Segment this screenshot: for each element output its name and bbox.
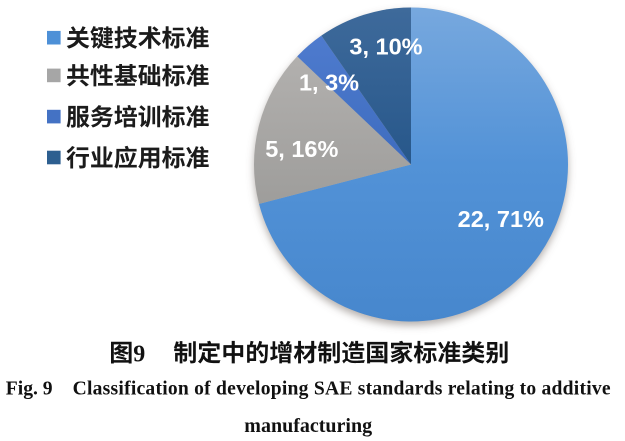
svg-text:1, 3%: 1, 3% [299, 69, 359, 95]
svg-text:Classification of developing S: Classification of developing SAE standar… [73, 379, 611, 400]
svg-text:22, 71%: 22, 71% [458, 206, 544, 232]
svg-text:3, 10%: 3, 10% [349, 33, 422, 59]
svg-text:9: 9 [133, 341, 145, 367]
svg-text:Fig. 9: Fig. 9 [6, 379, 53, 400]
svg-text:5, 16%: 5, 16% [265, 136, 338, 162]
svg-text:manufacturing: manufacturing [244, 415, 372, 437]
